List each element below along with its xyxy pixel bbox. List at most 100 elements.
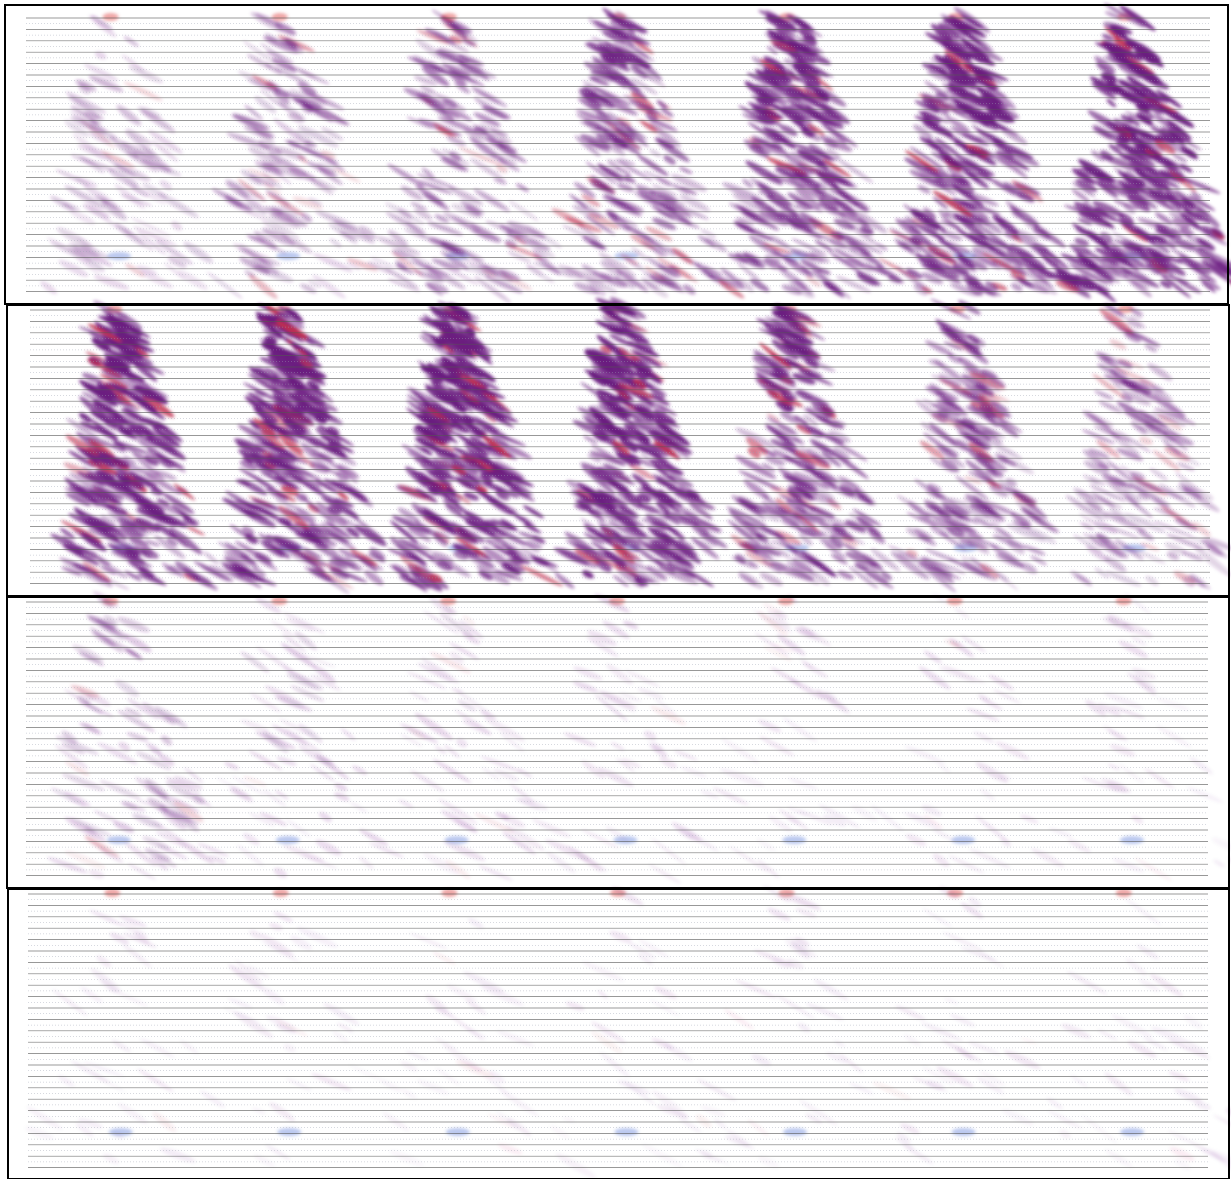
wave-streak	[268, 921, 283, 932]
wave-streak	[451, 215, 491, 242]
wave-streak	[850, 802, 880, 825]
wave-streak	[680, 765, 707, 779]
source-spot	[103, 13, 119, 21]
wave-streak	[548, 1123, 571, 1141]
wave-streak	[932, 827, 955, 843]
low-band	[277, 1128, 301, 1136]
wave-streak	[801, 660, 829, 680]
wave-streak	[563, 731, 598, 749]
wave-streak	[170, 219, 184, 232]
wave-streak	[1130, 814, 1144, 826]
wave-streak	[554, 1150, 598, 1179]
wave-streak	[121, 942, 154, 970]
wave-streak	[1069, 1073, 1088, 1088]
wave-streak	[404, 227, 446, 247]
wave-streak	[227, 962, 266, 992]
low-band	[951, 836, 975, 844]
wave-streak	[248, 749, 284, 772]
wave-streak	[409, 931, 449, 950]
wave-streak	[443, 744, 461, 760]
wave-streak	[423, 992, 450, 1015]
wave-streak	[695, 1148, 723, 1164]
wave-streak	[598, 1050, 632, 1079]
wave-streak	[515, 182, 530, 193]
wave-streak	[259, 984, 287, 1007]
wave-streak	[267, 1100, 297, 1124]
wave-streak	[455, 736, 469, 749]
wave-streak	[351, 764, 368, 777]
wave-streak	[179, 1039, 200, 1056]
wave-streak	[131, 811, 164, 831]
wave-streak	[993, 688, 1022, 705]
wave-streak	[123, 80, 164, 103]
wave-streak	[186, 525, 206, 536]
wave-streak	[658, 754, 679, 771]
wave-streak	[1003, 1047, 1043, 1072]
wave-streak	[554, 571, 576, 590]
wave-streak	[641, 1141, 685, 1170]
wave-streak	[1023, 544, 1046, 557]
wave-streak	[156, 190, 200, 220]
low-band	[782, 836, 806, 844]
wave-streak	[110, 1038, 132, 1054]
wave-streak	[253, 1152, 277, 1169]
wave-streak	[416, 1077, 451, 1097]
wave-streak	[903, 1032, 923, 1048]
wave-streak	[650, 1036, 675, 1052]
wave-streak	[246, 53, 273, 71]
wave-streak	[432, 951, 456, 966]
wavefield	[46, 589, 1231, 886]
wave-streak	[838, 1052, 864, 1074]
wave-streak	[714, 1155, 731, 1167]
wave-streak	[101, 1151, 120, 1166]
page: (() => { const data = JSON.parse(documen…	[0, 0, 1231, 1179]
wave-streak	[81, 721, 103, 737]
wave-streak	[1000, 1106, 1035, 1128]
wave-streak	[159, 1145, 198, 1166]
wave-streak	[409, 690, 430, 704]
gather-panel	[26, 1, 1231, 304]
wave-streak	[728, 844, 769, 873]
wave-streak	[904, 832, 927, 849]
low-band	[1120, 1128, 1144, 1136]
wave-streak	[497, 1141, 524, 1156]
wave-streak	[1212, 858, 1225, 868]
wave-streak	[322, 1000, 362, 1027]
wave-streak	[924, 338, 955, 358]
wave-streak	[904, 743, 947, 766]
wave-streak	[1060, 1021, 1092, 1041]
wave-streak	[518, 795, 550, 813]
wave-streak	[713, 1117, 728, 1130]
wave-streak	[522, 504, 545, 520]
wave-streak	[681, 283, 697, 297]
wave-streak	[1047, 1108, 1084, 1130]
low-band	[952, 1128, 976, 1136]
source-spot	[273, 889, 289, 897]
wave-streak	[756, 858, 780, 879]
wave-streak	[253, 94, 278, 115]
wave-streak	[422, 191, 445, 207]
wave-streak	[1149, 466, 1169, 481]
wave-streak	[1117, 762, 1145, 785]
wave-streak	[317, 810, 333, 824]
wave-streak	[95, 953, 113, 969]
gather-panel	[24, 883, 1231, 1179]
wave-streak	[757, 717, 783, 734]
wave-streak	[758, 734, 795, 758]
wave-streak	[650, 836, 687, 866]
wave-streak	[972, 729, 995, 745]
wave-streak	[923, 649, 944, 665]
wave-streak	[755, 836, 777, 853]
panels	[24, 1, 1231, 1179]
wave-streak	[447, 1012, 485, 1042]
wave-streak	[261, 788, 287, 809]
wave-streak	[837, 569, 855, 581]
wave-streak	[719, 766, 766, 790]
low-band	[276, 836, 300, 844]
source-spot	[441, 889, 457, 897]
wave-streak	[508, 199, 540, 222]
wave-streak	[872, 1080, 911, 1101]
gather-panel	[30, 294, 1231, 596]
wave-streak	[930, 297, 972, 321]
wave-streak	[413, 710, 455, 743]
